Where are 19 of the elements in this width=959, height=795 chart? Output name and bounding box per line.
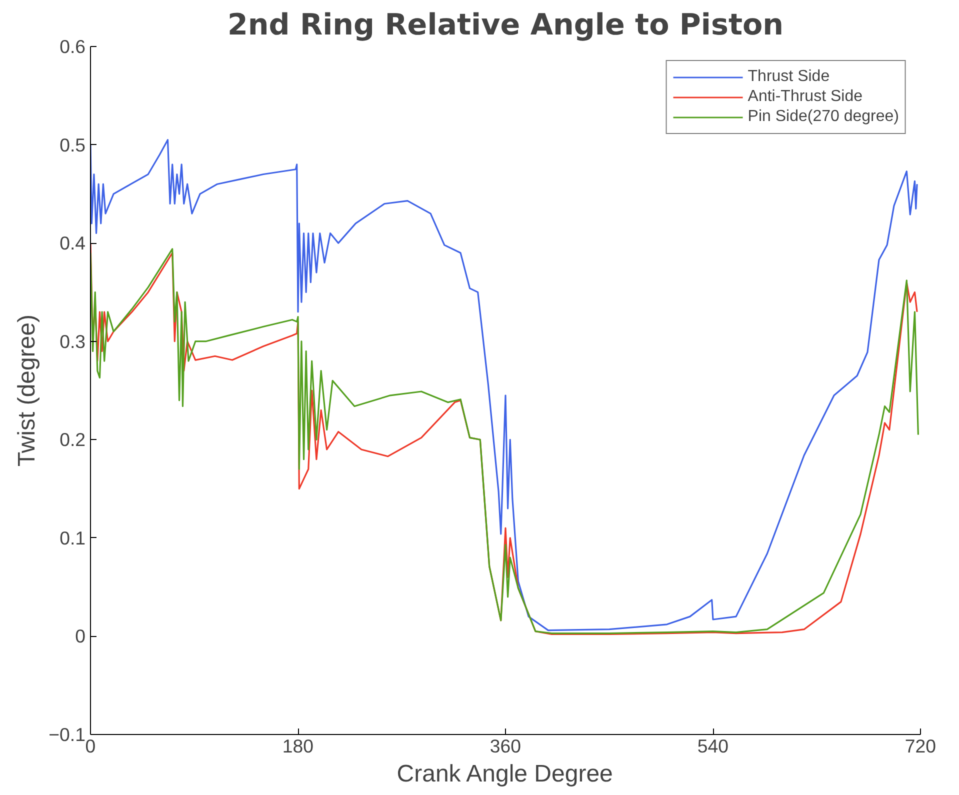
y-tick-label: 0.3 [60,330,86,352]
y-tick-label: 0 [75,626,86,647]
line-series [90,139,918,632]
legend-label: Thrust Side [748,68,830,86]
x-tick-label: 720 [904,736,936,756]
x-tick-label: 360 [490,736,522,756]
y-tick-label: 0.4 [60,232,86,254]
y-axis-title: Twist (degree) [14,314,41,467]
legend-label: Anti-Thrust Side [748,88,862,106]
chart-title: 2nd Ring Relative Angle to Piston [228,8,784,42]
x-tick-label: 540 [697,736,729,756]
x-axis-title: Crank Angle Degree [396,760,613,788]
y-tick-label: 0.2 [60,429,86,450]
legend-label: Pin Side(270 degree) [748,108,899,126]
y-tick-label: 0.6 [60,36,86,57]
x-tick-label: 180 [282,736,314,756]
y-tick-label: −0.1 [48,724,86,745]
y-tick-label: 0.1 [60,527,86,548]
y-tick-label: 0.5 [60,134,86,156]
